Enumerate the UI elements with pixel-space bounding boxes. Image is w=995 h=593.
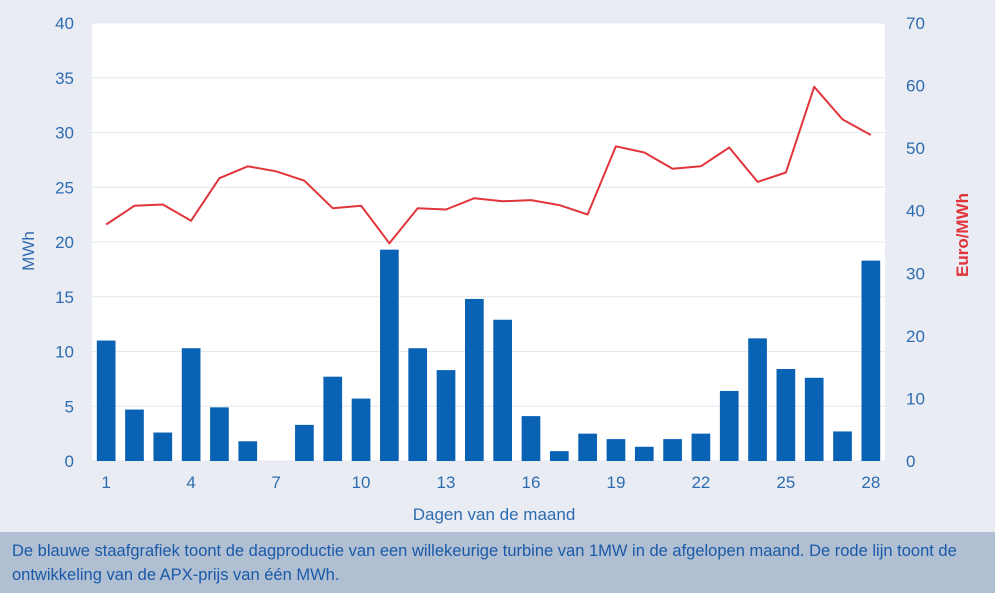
right-tick-0: 0: [906, 452, 915, 471]
bar-day-3: [153, 432, 173, 461]
bar-day-9: [323, 376, 343, 461]
x-tick-16: 16: [522, 473, 541, 492]
bar-day-25: [776, 369, 796, 461]
bar-day-12: [408, 348, 428, 461]
right-tick-40: 40: [906, 202, 925, 221]
bar-day-2: [125, 409, 144, 461]
bar-day-16: [521, 416, 541, 461]
bar-day-17: [549, 451, 569, 461]
left-axis-ticks: 0 5 10 15 20 25 30 35 40: [55, 14, 74, 471]
bar-day-13: [436, 370, 456, 461]
bar-day-20: [634, 446, 654, 461]
right-tick-30: 30: [906, 264, 925, 283]
price-line: [105, 85, 872, 245]
bar-day-14: [464, 298, 484, 461]
bar-day-19: [606, 439, 626, 461]
right-tick-10: 10: [906, 389, 925, 408]
bar-day-15: [493, 319, 513, 461]
left-tick-5: 5: [65, 397, 74, 416]
bar-day-6: [238, 441, 258, 461]
right-axis-title: Euro/MWh: [953, 193, 972, 277]
bar-day-22: [691, 433, 711, 461]
bar-day-11: [380, 249, 399, 461]
chart: 0 5 10 15 20 25 30 35 40 0 10 20 30 40 50 60 70 1 4 7 10 13…: [19, 14, 972, 524]
right-axis-ticks: 0 10 20 30 40 50 60 70: [906, 14, 925, 471]
x-tick-19: 19: [606, 473, 625, 492]
bar-day-27: [833, 431, 852, 461]
x-tick-22: 22: [691, 473, 710, 492]
left-tick-40: 40: [55, 14, 74, 33]
bar-day-5: [210, 407, 229, 461]
bar-day-8: [295, 424, 314, 461]
right-tick-20: 20: [906, 327, 925, 346]
bar-day-1: [96, 340, 116, 461]
left-tick-0: 0: [65, 452, 74, 471]
left-tick-25: 25: [55, 178, 74, 197]
bar-day-28: [861, 260, 881, 461]
left-tick-10: 10: [55, 343, 74, 362]
bar-day-24: [748, 338, 767, 461]
bar-series-mwh: [96, 249, 881, 461]
left-tick-15: 15: [55, 288, 74, 307]
x-tick-28: 28: [861, 473, 880, 492]
x-tick-4: 4: [186, 473, 195, 492]
bar-day-4: [181, 348, 201, 461]
bar-day-18: [578, 433, 597, 461]
bar-day-10: [351, 398, 371, 461]
left-axis-title: MWh: [19, 231, 38, 271]
chart-caption: De blauwe staafgrafiek toont de dagprodu…: [0, 532, 995, 593]
x-axis-ticks: 1 4 7 10 13 16 19 22 25 28: [101, 473, 880, 492]
x-tick-25: 25: [776, 473, 795, 492]
right-tick-50: 50: [906, 139, 925, 158]
bar-day-26: [804, 377, 824, 461]
right-tick-70: 70: [906, 14, 925, 33]
left-tick-35: 35: [55, 69, 74, 88]
right-tick-60: 60: [906, 77, 925, 96]
bar-day-21: [663, 439, 682, 461]
x-tick-13: 13: [437, 473, 456, 492]
bar-day-23: [719, 390, 739, 461]
x-tick-1: 1: [101, 473, 110, 492]
x-tick-7: 7: [271, 473, 280, 492]
left-tick-20: 20: [55, 233, 74, 252]
x-tick-10: 10: [352, 473, 371, 492]
x-axis-title: Dagen van de maand: [413, 505, 576, 524]
left-tick-30: 30: [55, 124, 74, 143]
line-series-euro-mwh: [105, 85, 872, 245]
